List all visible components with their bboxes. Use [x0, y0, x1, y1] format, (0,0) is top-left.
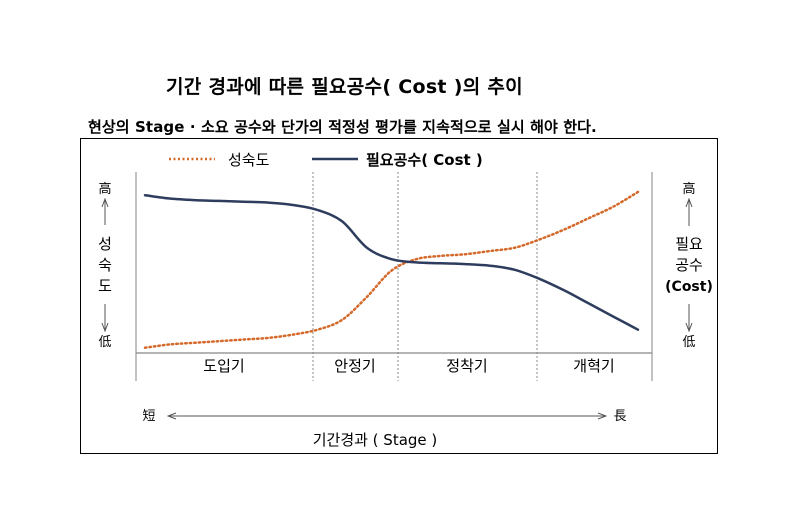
- chart-subtitle: 현상의 Stage · 소요 공수와 단가의 적정성 평가를 지속적으로 실시 …: [88, 118, 597, 136]
- chart-frame: [80, 138, 718, 454]
- left-axis-label-3: 도: [98, 277, 112, 295]
- stage-label-stabilization: 안정기: [334, 357, 375, 375]
- left-axis-low: 低: [98, 335, 111, 350]
- right-axis-label-1: 필요: [675, 235, 703, 253]
- right-axis-label-3: (Cost): [665, 279, 713, 295]
- left-axis-label-1: 성: [98, 235, 112, 253]
- right-axis-label-2: 공수: [675, 256, 703, 274]
- x-axis-long: 長: [613, 409, 626, 424]
- series-line-maturity: [143, 190, 640, 349]
- stage-label-introduction: 도입기: [203, 357, 244, 375]
- chart-title: 기간 경과에 따른 필요공수( Cost )의 추이: [166, 76, 523, 98]
- stage-label-reform: 개혁기: [573, 357, 614, 375]
- right-axis-low: 低: [682, 335, 695, 350]
- legend-label-cost: 필요공수( Cost ): [366, 151, 483, 169]
- stage-label-settlement: 정착기: [446, 357, 487, 375]
- series-line-cost: [143, 193, 640, 331]
- left-axis-high: 高: [98, 181, 111, 197]
- legend-label-maturity: 성숙도: [228, 151, 270, 169]
- left-axis-label-2: 숙: [98, 256, 112, 274]
- x-axis-label: 기간경과 ( Stage ): [313, 431, 438, 449]
- right-axis-high: 高: [682, 181, 695, 197]
- x-axis-short: 短: [142, 409, 155, 424]
